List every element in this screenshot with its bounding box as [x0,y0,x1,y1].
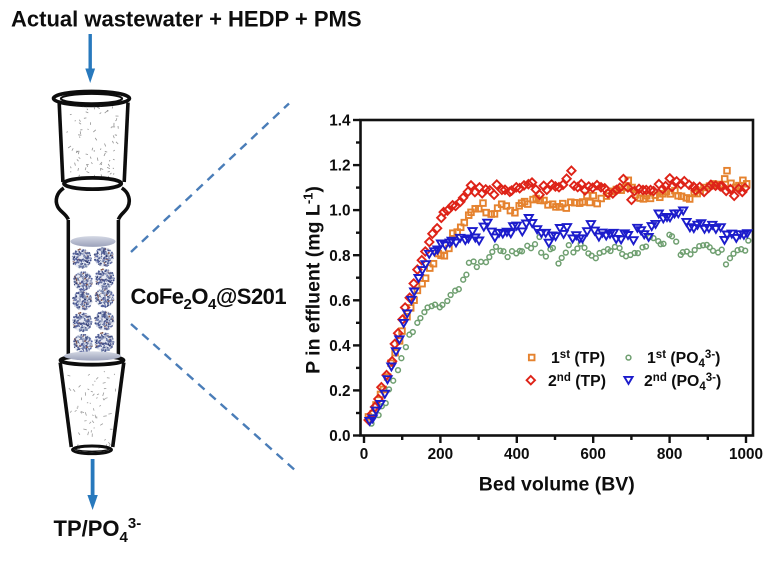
svg-text:200: 200 [428,446,454,463]
svg-text:1.4: 1.4 [329,113,351,130]
svg-text:0.4: 0.4 [329,338,351,355]
svg-text:P in effluent (mg L-1): P in effluent (mg L-1) [301,186,325,374]
svg-text:1000: 1000 [729,446,763,463]
svg-text:0.6: 0.6 [329,293,350,310]
svg-text:0: 0 [360,446,369,463]
svg-text:600: 600 [580,446,606,463]
svg-text:0.0: 0.0 [329,428,350,445]
svg-text:800: 800 [657,446,683,463]
svg-text:1.0: 1.0 [329,203,350,220]
svg-text:Actual wastewater + HEDP + PMS: Actual wastewater + HEDP + PMS [11,7,362,32]
svg-text:1st (TP): 1st (TP) [551,349,605,367]
svg-text:Bed volume (BV): Bed volume (BV) [479,474,635,496]
svg-text:0.8: 0.8 [329,248,351,265]
svg-text:1.2: 1.2 [329,158,350,175]
svg-text:2nd (TP): 2nd (TP) [548,372,606,390]
svg-text:0.2: 0.2 [329,383,350,400]
svg-text:400: 400 [504,446,530,463]
